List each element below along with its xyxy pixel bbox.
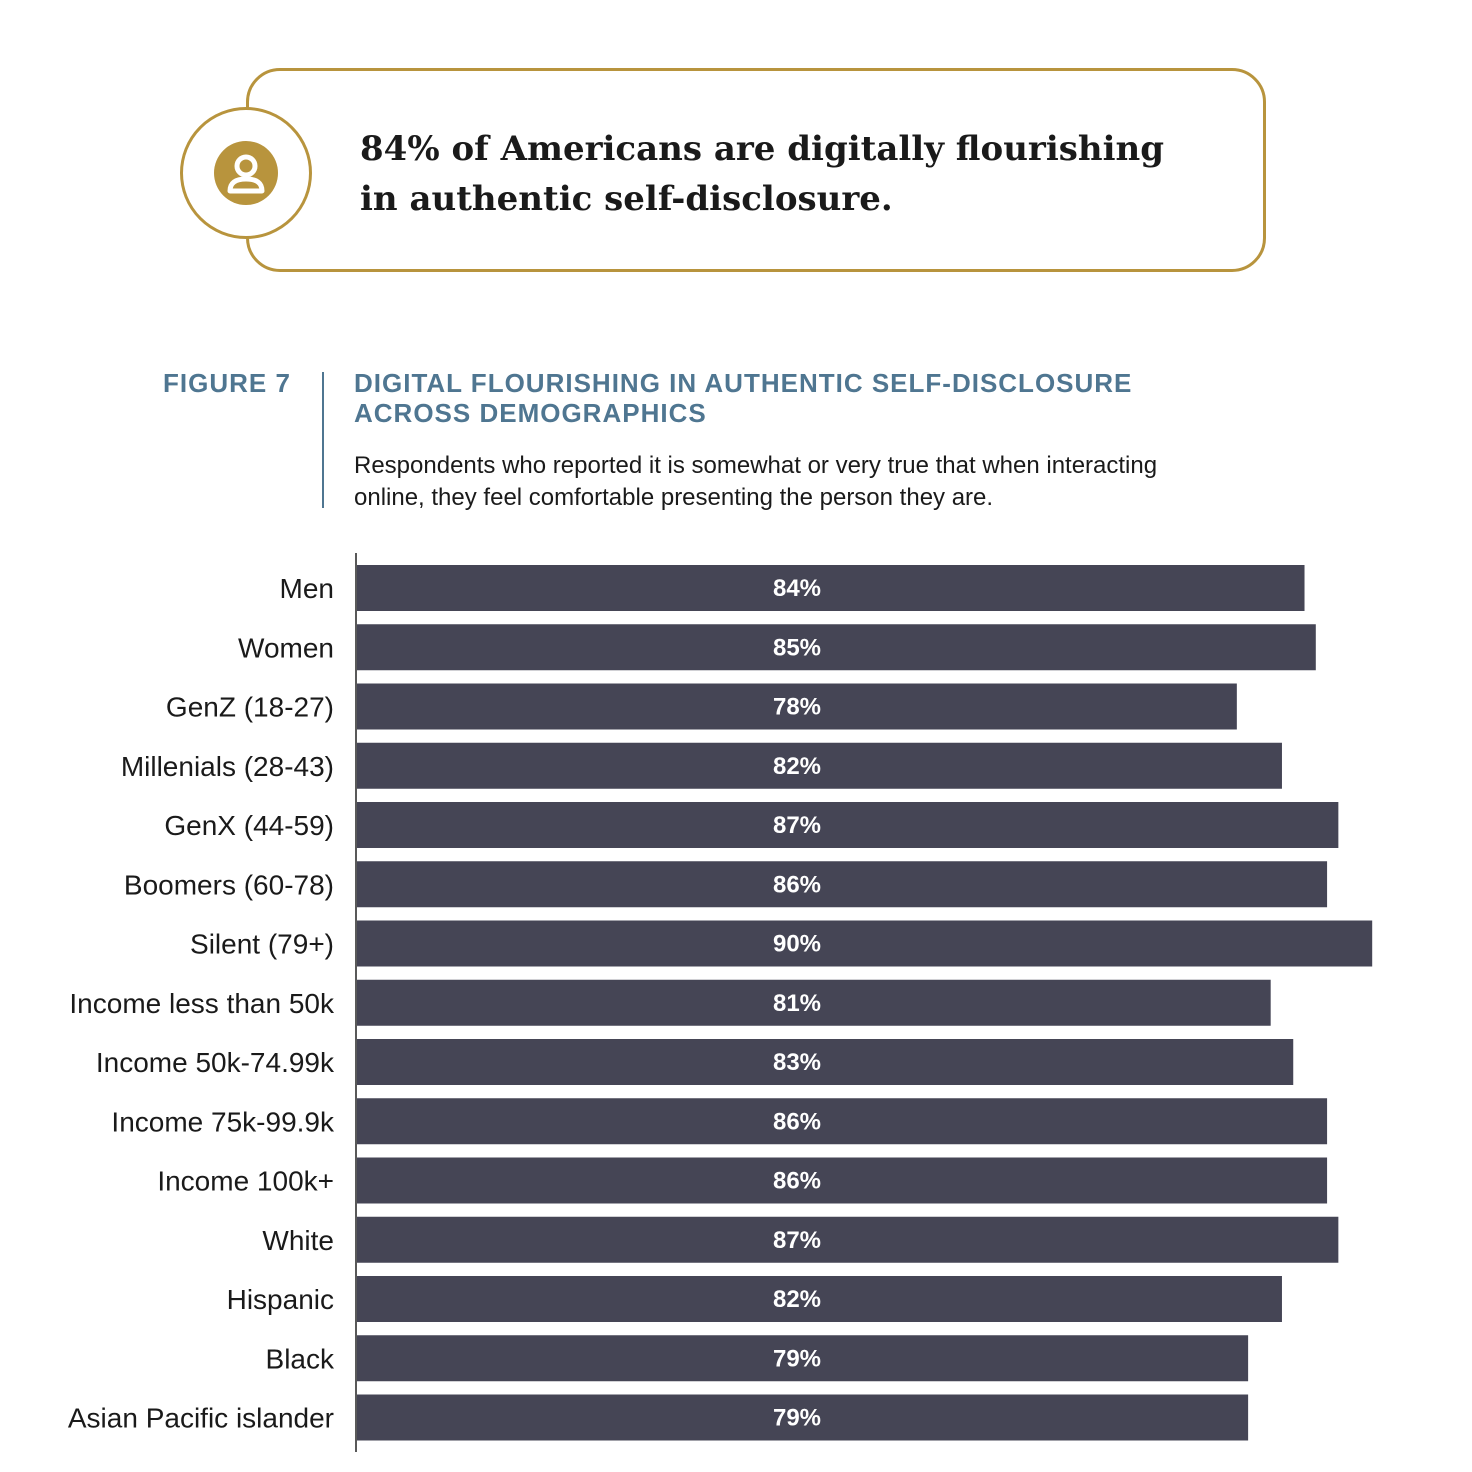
bar-value-label: 86% xyxy=(773,1108,821,1135)
category-label: Income 50k-74.99k xyxy=(96,1047,335,1078)
category-label: Asian Pacific islander xyxy=(68,1403,334,1434)
bar xyxy=(357,1335,1249,1382)
callout-headline: 84% of Americans are digitally flourishi… xyxy=(360,124,1240,224)
bar xyxy=(357,802,1339,848)
category-label: Black xyxy=(266,1343,335,1374)
bar-value-label: 86% xyxy=(773,1168,821,1195)
bar xyxy=(357,1216,1339,1263)
category-label: Millenials (28-43) xyxy=(121,751,334,782)
category-label: Men xyxy=(280,573,334,604)
bar-value-label: 79% xyxy=(773,1405,821,1432)
bar xyxy=(357,920,1373,967)
bar-value-label: 82% xyxy=(773,753,821,780)
bar xyxy=(357,1276,1282,1322)
bar-value-label: 82% xyxy=(773,1286,821,1313)
figure-title: DIGITAL FLOURISHING IN AUTHENTIC SELF-DI… xyxy=(354,368,1354,428)
bar-value-label: 81% xyxy=(773,990,821,1017)
category-label: Income 75k-99.9k xyxy=(111,1106,335,1137)
bar xyxy=(357,979,1271,1026)
bar-value-label: 87% xyxy=(773,1227,821,1254)
category-label: Silent (79+) xyxy=(190,929,334,960)
category-label: White xyxy=(262,1225,334,1256)
bar xyxy=(357,1039,1294,1085)
bar xyxy=(357,861,1328,908)
category-label: Women xyxy=(238,632,334,663)
bar-value-label: 85% xyxy=(773,634,821,661)
figure-title-line-1: DIGITAL FLOURISHING IN AUTHENTIC SELF-DI… xyxy=(354,368,1133,398)
figure-subtitle: Respondents who reported it is somewhat … xyxy=(354,450,1354,514)
bar xyxy=(357,1157,1328,1204)
bar-value-label: 87% xyxy=(773,812,821,839)
bar-value-label: 84% xyxy=(773,575,821,602)
bar-value-label: 79% xyxy=(773,1345,821,1372)
bar xyxy=(357,742,1282,789)
bar xyxy=(357,624,1316,671)
category-label: Hispanic xyxy=(227,1284,334,1315)
bar xyxy=(357,1394,1249,1441)
category-label: Income less than 50k xyxy=(69,988,335,1019)
bar-value-label: 90% xyxy=(773,931,821,958)
category-label: Income 100k+ xyxy=(157,1166,334,1197)
bar-value-label: 78% xyxy=(773,694,821,721)
bar xyxy=(357,683,1237,730)
bar-value-label: 86% xyxy=(773,871,821,898)
callout-line-1: 84% of Americans are digitally flourishi… xyxy=(360,129,1165,169)
category-label: Boomers (60-78) xyxy=(124,869,334,900)
callout-box xyxy=(246,68,1266,272)
category-label: GenX (44-59) xyxy=(164,810,334,841)
category-label: GenZ (18-27) xyxy=(166,692,334,723)
user-icon xyxy=(214,141,278,205)
figure-divider xyxy=(322,372,324,508)
figure-subtitle-line-2: online, they feel comfortable presenting… xyxy=(354,484,994,511)
bar xyxy=(357,1098,1328,1145)
figure-subtitle-line-1: Respondents who reported it is somewhat … xyxy=(354,452,1158,479)
callout-line-2: in authentic self-disclosure. xyxy=(360,179,893,219)
figure-label: FIGURE 7 xyxy=(163,368,291,398)
bar xyxy=(357,565,1305,611)
bar-value-label: 83% xyxy=(773,1049,821,1076)
figure-title-line-2: ACROSS DEMOGRAPHICS xyxy=(354,398,707,428)
